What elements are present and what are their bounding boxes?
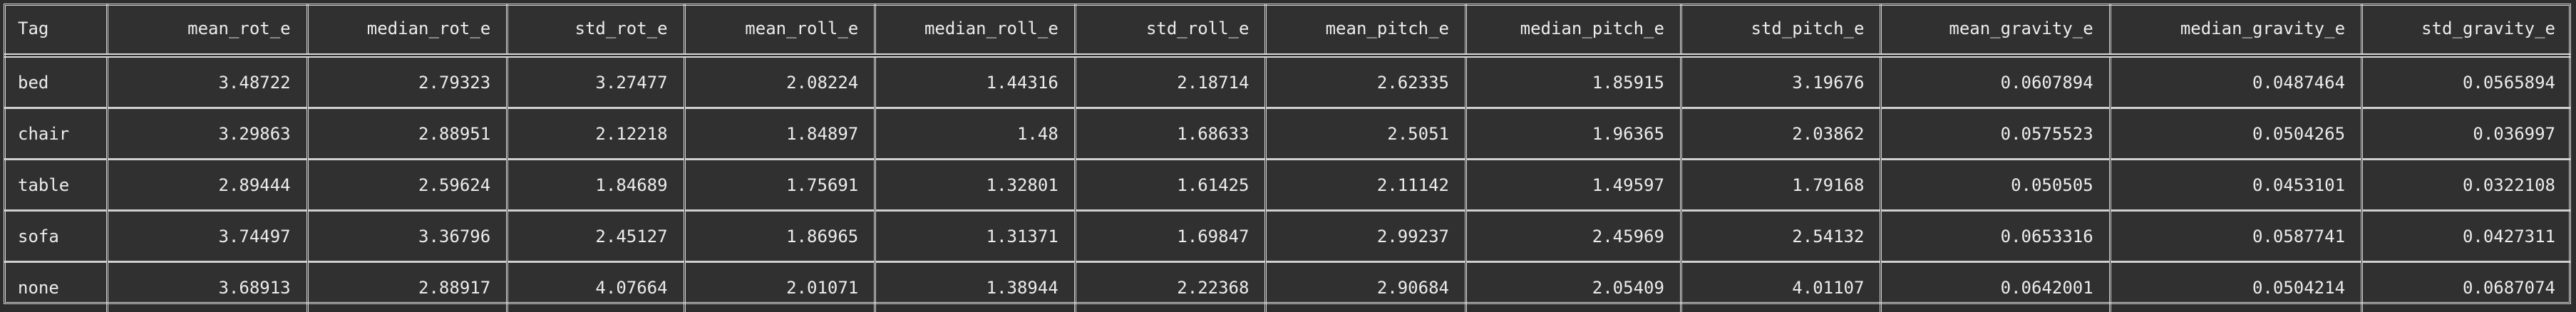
table-cell: 3.36796	[307, 211, 508, 262]
table-cell: 0.0487464	[2110, 56, 2361, 108]
table-cell: 1.31371	[875, 211, 1076, 262]
table-cell: 1.38944	[875, 262, 1076, 312]
table-cell: 2.59624	[307, 160, 508, 211]
table-cell: 2.79323	[307, 56, 508, 108]
column-header-mean-pitch-e: mean_pitch_e	[1266, 4, 1466, 56]
table-cell: 3.19676	[1681, 56, 1881, 108]
table-cell: 2.89444	[108, 160, 308, 211]
column-header-std-gravity-e: std_gravity_e	[2362, 4, 2571, 56]
table-cell-tag: bed	[4, 56, 108, 108]
table-cell: 1.85915	[1465, 56, 1681, 108]
column-header-mean-roll-e: mean_roll_e	[684, 4, 875, 56]
table-cell: 1.69847	[1075, 211, 1266, 262]
table-cell-tag: chair	[4, 108, 108, 160]
table-cell: 1.32801	[875, 160, 1076, 211]
table-cell: 0.0642001	[1881, 262, 2110, 312]
table-cell-tag: none	[4, 262, 108, 312]
table-cell: 1.44316	[875, 56, 1076, 108]
table-cell: 2.01071	[684, 262, 875, 312]
table-cell: 0.0653316	[1881, 211, 2110, 262]
table-cell: 1.96365	[1465, 108, 1681, 160]
column-header-std-roll-e: std_roll_e	[1075, 4, 1266, 56]
table-cell: 1.75691	[684, 160, 875, 211]
table-cell: 1.84689	[508, 160, 684, 211]
table-cell-tag: table	[4, 160, 108, 211]
table-cell: 0.050505	[1881, 160, 2110, 211]
table-cell: 1.68633	[1075, 108, 1266, 160]
table-cell: 2.45127	[508, 211, 684, 262]
table-cell: 2.22368	[1075, 262, 1266, 312]
column-header-mean-gravity-e: mean_gravity_e	[1881, 4, 2110, 56]
table-cell: 2.18714	[1075, 56, 1266, 108]
table-cell: 2.88917	[307, 262, 508, 312]
table-cell: 2.05409	[1465, 262, 1681, 312]
table-cell: 2.88951	[307, 108, 508, 160]
table-cell: 3.48722	[108, 56, 308, 108]
table-cell: 3.68913	[108, 262, 308, 312]
table-row: none 3.68913 2.88917 4.07664 2.01071 1.3…	[4, 262, 2571, 312]
table-cell: 0.0587741	[2110, 211, 2361, 262]
column-header-std-pitch-e: std_pitch_e	[1681, 4, 1881, 56]
table-cell: 2.03862	[1681, 108, 1881, 160]
table-cell: 0.0687074	[2362, 262, 2571, 312]
column-header-median-roll-e: median_roll_e	[875, 4, 1076, 56]
table-cell: 1.61425	[1075, 160, 1266, 211]
table-cell: 0.0453101	[2110, 160, 2361, 211]
table-header-row: Tag mean_rot_e median_rot_e std_rot_e me…	[4, 4, 2571, 56]
column-header-median-gravity-e: median_gravity_e	[2110, 4, 2361, 56]
table-row: table 2.89444 2.59624 1.84689 1.75691 1.…	[4, 160, 2571, 211]
table-cell: 0.036997	[2362, 108, 2571, 160]
table-cell: 0.0504265	[2110, 108, 2361, 160]
table-cell: 1.79168	[1681, 160, 1881, 211]
table-cell: 3.27477	[508, 56, 684, 108]
table-cell: 1.84897	[684, 108, 875, 160]
table-cell: 2.62335	[1266, 56, 1466, 108]
table-cell: 1.86965	[684, 211, 875, 262]
table-row: sofa 3.74497 3.36796 2.45127 1.86965 1.3…	[4, 211, 2571, 262]
table-cell: 2.5051	[1266, 108, 1466, 160]
column-header-median-rot-e: median_rot_e	[307, 4, 508, 56]
table-cell: 4.07664	[508, 262, 684, 312]
table-cell: 0.0427311	[2362, 211, 2571, 262]
table-cell: 1.49597	[1465, 160, 1681, 211]
column-header-mean-rot-e: mean_rot_e	[108, 4, 308, 56]
table-cell: 1.48	[875, 108, 1076, 160]
table-cell: 2.54132	[1681, 211, 1881, 262]
table-row: bed 3.48722 2.79323 3.27477 2.08224 1.44…	[4, 56, 2571, 108]
table-cell: 0.0565894	[2362, 56, 2571, 108]
table-cell: 2.08224	[684, 56, 875, 108]
table-cell: 4.01107	[1681, 262, 1881, 312]
column-header-std-rot-e: std_rot_e	[508, 4, 684, 56]
table-cell: 2.11142	[1266, 160, 1466, 211]
table-cell: 3.74497	[108, 211, 308, 262]
table-cell: 2.90684	[1266, 262, 1466, 312]
column-header-median-pitch-e: median_pitch_e	[1465, 4, 1681, 56]
table-cell: 0.0322108	[2362, 160, 2571, 211]
table-cell: 2.12218	[508, 108, 684, 160]
table-cell: 0.0575523	[1881, 108, 2110, 160]
column-header-tag: Tag	[4, 4, 108, 56]
table-cell: 3.29863	[108, 108, 308, 160]
table-cell: 2.99237	[1266, 211, 1466, 262]
table-row: chair 3.29863 2.88951 2.12218 1.84897 1.…	[4, 108, 2571, 160]
table-cell: 0.0504214	[2110, 262, 2361, 312]
table-cell: 2.45969	[1465, 211, 1681, 262]
data-table: Tag mean_rot_e median_rot_e std_rot_e me…	[4, 4, 2571, 312]
table-cell: 0.0607894	[1881, 56, 2110, 108]
table-cell-tag: sofa	[4, 211, 108, 262]
